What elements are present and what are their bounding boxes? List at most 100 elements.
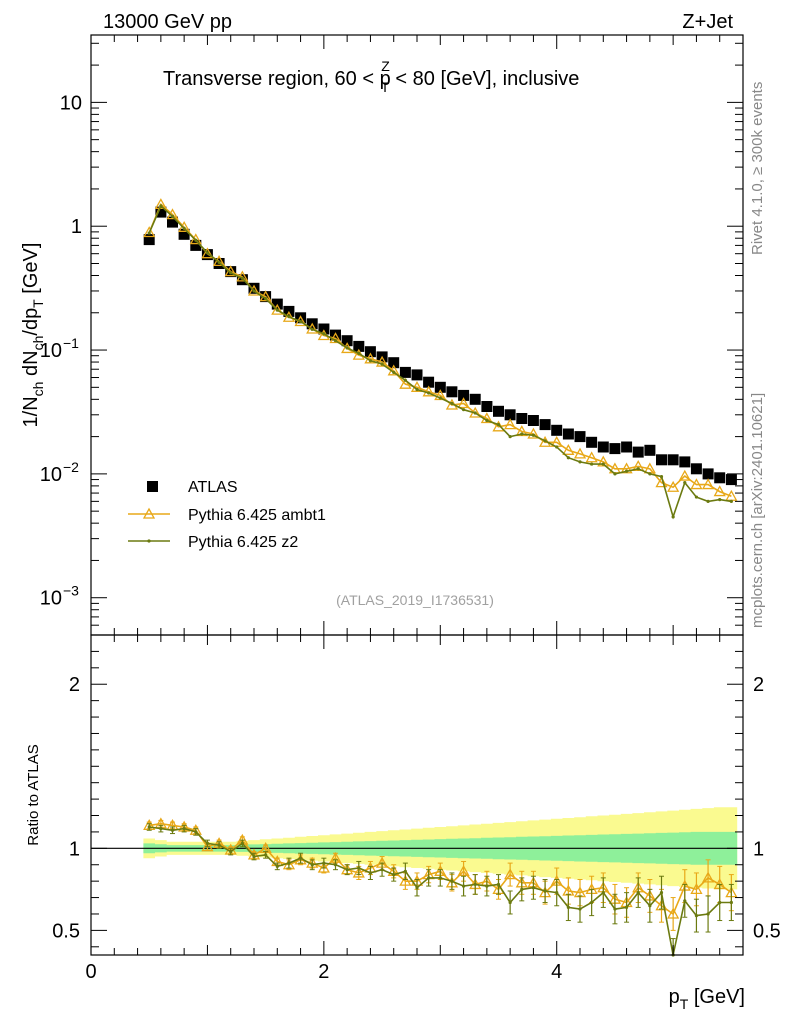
z2-point (275, 308, 279, 312)
legend-ambt1-label: Pythia 6.425 ambt1 (188, 507, 326, 524)
ambt1-point (341, 342, 354, 354)
z2-ratio-point (718, 900, 722, 905)
x-tick-label: 2 (318, 961, 329, 983)
series-line-1 (148, 203, 732, 497)
z2-point (694, 495, 699, 499)
y-tick-label: 10 (40, 464, 62, 486)
z2-ratio-point (496, 882, 501, 887)
plot-title-main: Transverse region, 60 < p (163, 68, 391, 90)
ambt1-point (562, 443, 575, 455)
atlas-point (481, 401, 493, 412)
atlas-point (539, 419, 551, 431)
z2-ratio-point (298, 856, 303, 860)
atlas-point (155, 206, 167, 218)
z2-point (380, 362, 384, 366)
ratio-y-tick-label-left: 1 (69, 838, 80, 860)
ratio-y-tick-label-right: 0.5 (753, 920, 781, 942)
z2-ratio-point (380, 868, 384, 872)
atlas-point (493, 405, 504, 417)
legend-z2-marker (147, 539, 151, 543)
y-tick-exponent: −1 (63, 335, 79, 351)
ambt1-point (527, 427, 540, 439)
z2-point (496, 423, 501, 427)
ambt1-point (632, 460, 645, 472)
ambt1-point (678, 469, 691, 481)
z2-ratio-point (473, 882, 477, 887)
z2-point (438, 396, 442, 400)
atlas-point (656, 454, 667, 466)
z2-point (368, 359, 373, 363)
ambt1-point (504, 418, 517, 430)
z2-point (543, 439, 547, 443)
z2-ratio-point (357, 866, 361, 870)
atlas-point (434, 381, 446, 393)
ambt1-point (271, 303, 284, 315)
z2-point (415, 387, 419, 392)
z2-ratio-point (252, 854, 256, 859)
z2-point (729, 499, 733, 503)
ambt1-point (329, 332, 342, 344)
z2-point (170, 214, 175, 219)
z2-ratio-point (438, 876, 442, 880)
z2-point (718, 497, 722, 502)
atlas-point (330, 329, 341, 341)
z2-ratio-point (706, 912, 710, 916)
z2-point (683, 481, 687, 485)
z2-point (624, 469, 629, 473)
z2-ratio-point (578, 907, 582, 911)
z2-point (264, 297, 268, 301)
z2-ratio-point (205, 841, 210, 846)
z2-ratio-point (229, 850, 233, 854)
legend-z2-label: Pythia 6.425 z2 (188, 534, 298, 551)
z2-point (636, 467, 640, 471)
plot-title: Transverse region, 60 < pTZ < 80 [GeV], … (163, 58, 579, 95)
ambt1-point (143, 226, 156, 238)
z2-point (601, 462, 605, 466)
ambt1-point (422, 385, 435, 397)
z2-point (531, 433, 536, 437)
z2-ratio-point (450, 879, 454, 883)
ratio-y-tick-label-left: 2 (69, 674, 80, 696)
z2-point (473, 411, 477, 415)
ambt1-ratio-point (690, 883, 703, 895)
z2-ratio-point (683, 899, 687, 903)
ambt1-point (701, 478, 715, 490)
atlas-point (388, 357, 400, 369)
ambt1-point (399, 377, 412, 389)
z2-point (485, 418, 489, 423)
z2-point (159, 204, 163, 208)
z2-point (240, 276, 244, 280)
z2-ratio-point (275, 864, 279, 868)
legend-atlas-marker (147, 481, 158, 492)
z2-point (590, 462, 594, 466)
ambt1-point (573, 447, 587, 459)
atlas-point (714, 472, 726, 484)
ambt1-point (247, 284, 261, 296)
z2-point (333, 339, 338, 343)
atlas-point (702, 468, 714, 480)
y-tick-exponent: −2 (63, 459, 79, 475)
z2-ratio-point (264, 853, 268, 857)
z2-point (217, 260, 221, 265)
atlas-point (621, 441, 633, 453)
z2-ratio-point (613, 907, 617, 911)
ambt1-ratio-point (352, 866, 365, 878)
ambt1-point (713, 485, 726, 497)
ambt1-point (457, 397, 470, 409)
z2-point (182, 226, 186, 231)
y-axis-label-ratio: Ratio to ATLAS (25, 744, 42, 845)
atlas-point (597, 441, 609, 453)
atlas-point (190, 239, 202, 251)
atlas-point (353, 340, 365, 352)
z2-ratio-point (508, 900, 512, 905)
y-tick-label: 10 (40, 588, 62, 610)
plot-title-sub: T (381, 79, 390, 95)
z2-ratio-point (729, 900, 733, 905)
atlas-point (644, 444, 656, 456)
atlas-point (725, 474, 737, 486)
z2-point (461, 408, 466, 412)
legend: ATLAS Pythia 6.425 ambt1 Pythia 6.425 z2 (128, 479, 326, 551)
plot-title-tail: < 80 [GeV], inclusive (390, 68, 580, 90)
z2-ratio-point (147, 825, 151, 829)
